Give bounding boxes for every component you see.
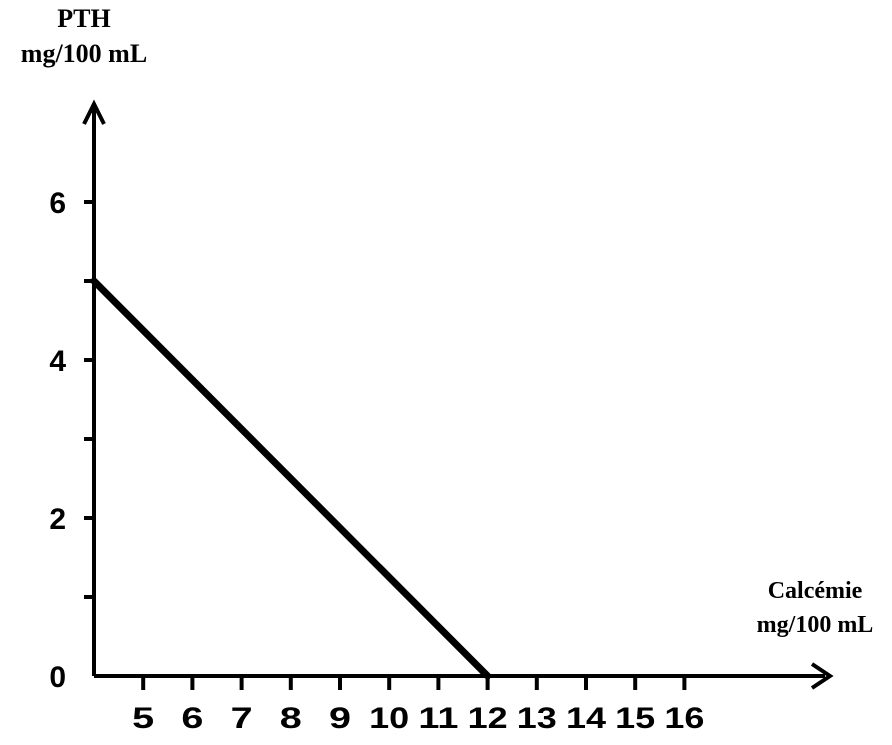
x-axis-arrowhead	[810, 662, 834, 690]
x-tick-label: 15	[615, 702, 655, 735]
y-tick-label: 2	[49, 503, 66, 536]
x-tick-label: 14	[566, 702, 606, 735]
x-tick-label: 8	[280, 702, 302, 735]
y-axis-arrowhead	[82, 99, 106, 125]
y-tick-label: 0	[49, 661, 66, 694]
x-ticks: 5 6 7 8 9 10 11 12 13 14 15 16	[132, 676, 704, 735]
x-tick-label: 5	[132, 702, 154, 735]
series-line	[90, 277, 492, 680]
x-tick-label: 9	[329, 702, 351, 735]
x-tick-label: 16	[664, 702, 704, 735]
x-tick-label: 7	[231, 702, 253, 735]
y-axis-label-line2: mg/100 mL	[21, 39, 147, 68]
x-axis-label-line2: mg/100 mL	[757, 612, 874, 638]
x-tick-label: 6	[181, 702, 203, 735]
y-ticks: 0 2 4 6	[49, 187, 94, 694]
x-tick-label: 11	[418, 702, 458, 735]
x-axis-label-line1: Calcémie	[768, 578, 863, 604]
y-tick-label: 4	[49, 345, 66, 378]
x-tick-label: 13	[517, 702, 557, 735]
x-tick-label: 12	[468, 702, 508, 735]
x-tick-label: 10	[369, 702, 409, 735]
series-layer	[90, 277, 492, 680]
y-axis-label-line1: PTH	[57, 4, 110, 33]
y-tick-label: 6	[49, 187, 66, 220]
